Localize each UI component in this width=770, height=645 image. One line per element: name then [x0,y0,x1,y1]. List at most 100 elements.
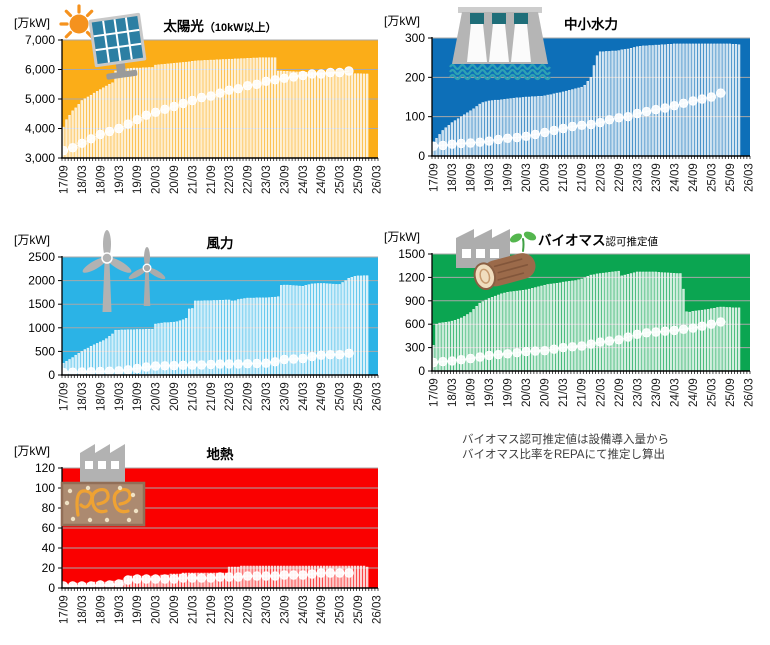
svg-text:23/03: 23/03 [261,382,273,411]
axes [58,256,379,378]
svg-text:1500: 1500 [28,297,55,311]
x-axis-labels: 17/09 18/03 18/09 19/03 19/09 20/03 20/09 21/03… [59,382,384,411]
svg-text:23/03: 23/03 [261,595,273,624]
wind-plot: 2500 2000 1500 1000 500 0 17/09 18/03 18/09 19/03… [14,233,384,411]
svg-text:24/09: 24/09 [316,165,328,194]
svg-text:24/03: 24/03 [298,165,310,194]
unit-label: [万kW] [14,444,50,458]
svg-text:2500: 2500 [28,250,55,264]
svg-text:6,000: 6,000 [25,63,55,77]
svg-text:25/09: 25/09 [725,163,737,192]
chart-solar: 7,000 6,000 5,000 4,000 3,000 17/09 18/03 18/09… [0,0,400,215]
svg-text:26/03: 26/03 [744,378,756,407]
svg-text:80: 80 [42,501,56,515]
axes [428,253,751,374]
svg-text:18/03: 18/03 [447,378,459,407]
unit-label: [万kW] [384,14,420,28]
note-line-1: バイオマス認可推定値は設備導入量から [462,434,669,446]
y-axis-labels: 300 200 100 0 [405,31,425,163]
geothermal-plot: 120 100 80 60 40 20 0 17/09 18/03 18/09 19/03 19/09… [14,444,384,624]
svg-text:25/09: 25/09 [353,165,365,194]
svg-text:26/03: 26/03 [372,165,384,194]
svg-text:19/03: 19/03 [114,382,126,411]
markers [428,317,726,368]
svg-text:22/03: 22/03 [224,165,236,194]
svg-text:24/03: 24/03 [669,378,681,407]
svg-text:22/09: 22/09 [243,382,255,411]
svg-text:25/03: 25/03 [706,378,718,407]
svg-text:5,000: 5,000 [25,92,55,106]
svg-text:24/09: 24/09 [316,382,328,411]
svg-text:19/09: 19/09 [503,378,515,407]
svg-text:19/09: 19/09 [132,165,144,194]
svg-text:21/03: 21/03 [187,382,199,411]
svg-text:100: 100 [405,110,425,124]
svg-text:21/09: 21/09 [206,165,218,194]
x-axis-labels: 17/09 18/03 18/09 19/03 19/09 20/03 20/09 21/03… [429,378,756,407]
markers [58,568,354,591]
svg-text:23/09: 23/09 [279,165,291,194]
svg-text:300: 300 [405,341,425,355]
bars [62,275,369,376]
y-axis-labels: 2500 2000 1500 1000 500 0 [28,250,55,382]
chart-title: 風力 [207,235,234,251]
svg-text:18/09: 18/09 [95,165,107,194]
svg-text:20/03: 20/03 [521,378,533,407]
svg-text:17/09: 17/09 [59,595,71,624]
svg-text:21/03: 21/03 [187,165,199,194]
svg-text:120: 120 [35,461,55,475]
svg-text:24/03: 24/03 [669,163,681,192]
svg-text:3,000: 3,000 [25,151,55,165]
svg-text:26/03: 26/03 [372,382,384,411]
svg-text:23/09: 23/09 [279,382,291,411]
svg-text:100: 100 [35,481,55,495]
svg-text:1500: 1500 [398,247,425,261]
chart-title: 中小水力 [564,16,618,32]
svg-text:18/03: 18/03 [77,165,89,194]
svg-text:21/09: 21/09 [206,382,218,411]
svg-text:17/09: 17/09 [59,382,71,411]
svg-text:20/03: 20/03 [151,595,163,624]
solar-plot: 7,000 6,000 5,000 4,000 3,000 17/09 18/03 18/09… [14,16,384,194]
svg-text:25/03: 25/03 [335,595,347,624]
svg-text:18/09: 18/09 [466,163,478,192]
svg-text:22/03: 22/03 [224,595,236,624]
svg-text:20/03: 20/03 [151,382,163,411]
svg-text:19/03: 19/03 [484,378,496,407]
svg-text:22/03: 22/03 [224,382,236,411]
chart-geothermal: 120 100 80 60 40 20 0 17/09 18/03 18/09 19/03 19/09… [0,435,400,645]
unit-label: [万kW] [14,233,50,247]
svg-text:24/03: 24/03 [298,382,310,411]
svg-text:18/03: 18/03 [77,595,89,624]
chart-title: バイオマス認可推定値 [538,233,658,248]
svg-text:19/03: 19/03 [484,163,496,192]
svg-text:19/09: 19/09 [132,595,144,624]
biomass-note: バイオマス認可推定値は設備導入量から バイオマス比率をREPAにて推定し算出 [462,433,669,463]
svg-text:300: 300 [405,31,425,45]
svg-text:22/09: 22/09 [243,165,255,194]
svg-text:17/09: 17/09 [429,378,441,407]
svg-text:24/03: 24/03 [298,595,310,624]
svg-text:200: 200 [405,70,425,84]
svg-text:21/09: 21/09 [577,163,589,192]
svg-text:18/03: 18/03 [447,163,459,192]
svg-text:20/03: 20/03 [521,163,533,192]
svg-text:19/03: 19/03 [114,165,126,194]
svg-text:19/09: 19/09 [503,163,515,192]
svg-text:1000: 1000 [28,321,55,335]
y-axis-labels: 7,000 6,000 5,000 4,000 3,000 [25,33,55,165]
svg-text:20/09: 20/09 [169,165,181,194]
svg-text:22/03: 22/03 [595,163,607,192]
svg-text:23/03: 23/03 [632,378,644,407]
svg-text:20/09: 20/09 [540,378,552,407]
svg-text:19/09: 19/09 [132,382,144,411]
svg-text:0: 0 [48,368,55,382]
svg-text:23/09: 23/09 [279,595,291,624]
svg-text:20/09: 20/09 [169,595,181,624]
svg-text:0: 0 [418,364,425,378]
chart-title: 地熱 [207,446,234,462]
chart-title: 太陽光（10kW以上） [163,18,276,34]
unit-label: [万kW] [384,230,420,244]
svg-text:7,000: 7,000 [25,33,55,47]
markers [58,66,354,156]
